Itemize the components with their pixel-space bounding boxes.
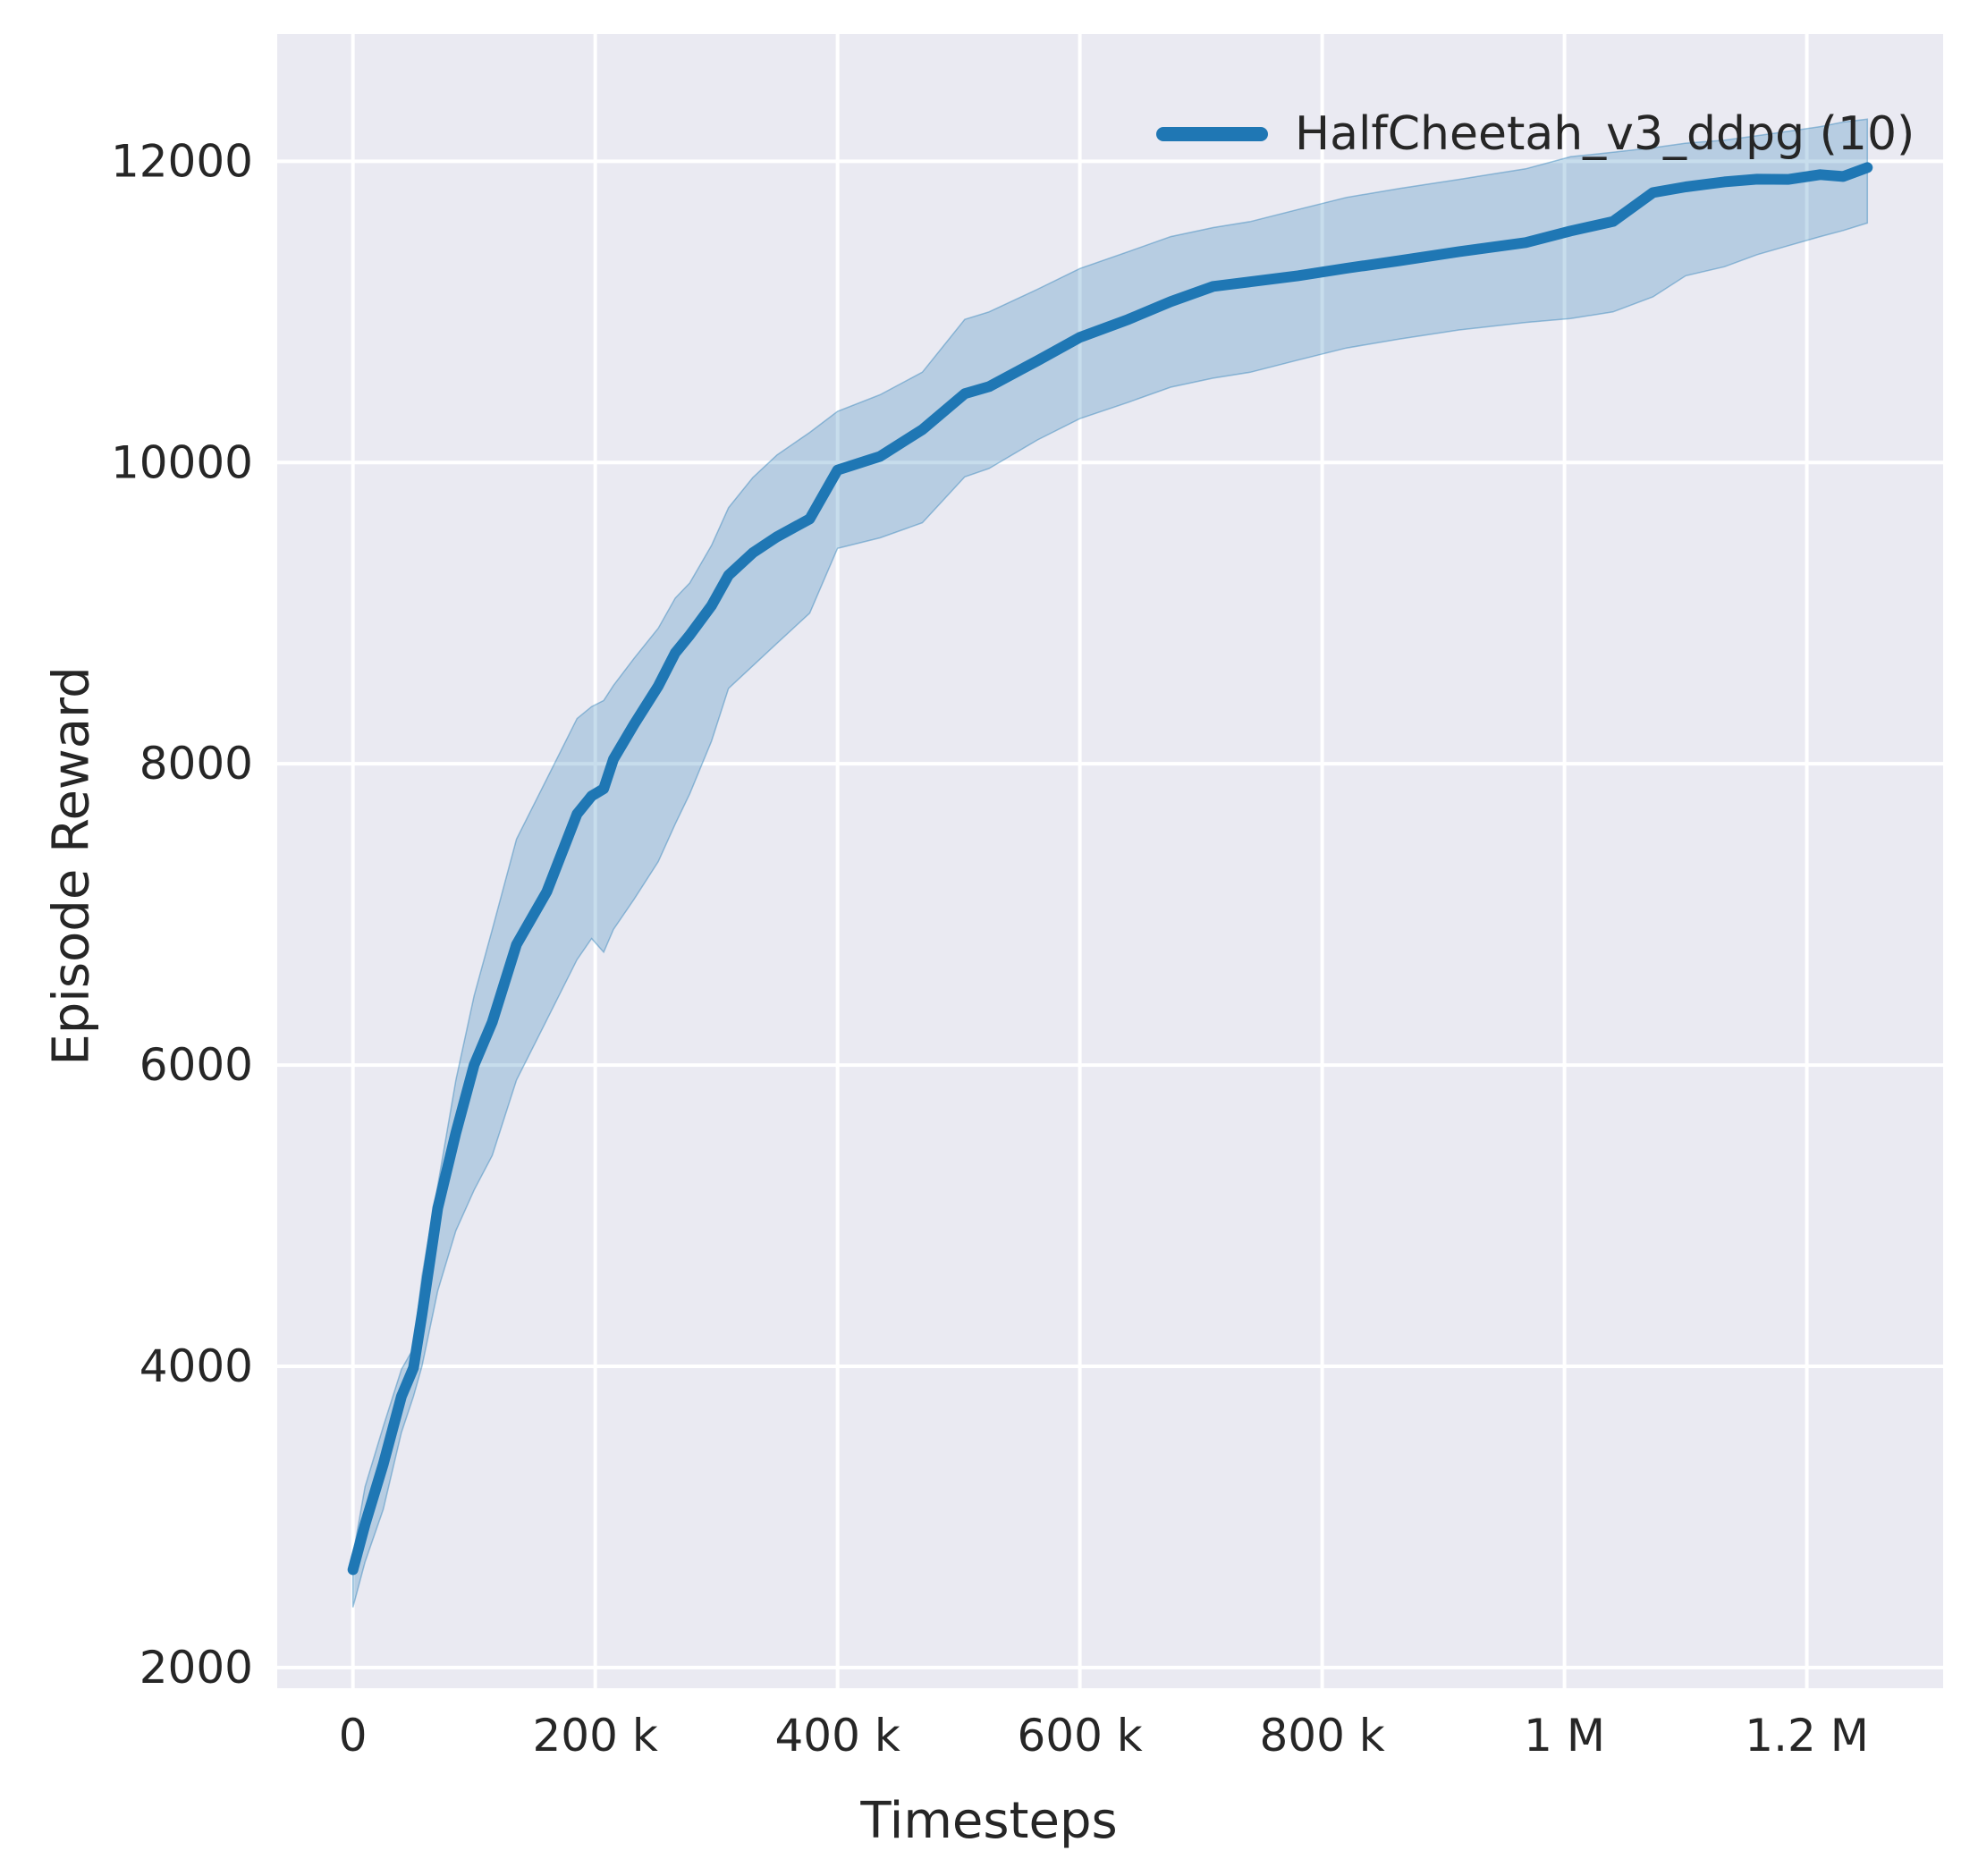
series-line xyxy=(347,162,1873,1576)
y-tick-label: 6000 xyxy=(139,1039,253,1091)
confidence-band xyxy=(351,118,1869,1608)
y-tick-label: 12000 xyxy=(111,135,253,187)
y-axis-label: Episode Reward xyxy=(42,666,101,1066)
x-tick-label: 200 k xyxy=(533,1710,658,1762)
x-tick-label: 800 k xyxy=(1259,1710,1384,1762)
x-tick-label: 0 xyxy=(339,1710,368,1762)
x-tick-label: 1.2 M xyxy=(1745,1710,1869,1762)
x-tick-label: 400 k xyxy=(774,1710,900,1762)
x-axis-label: Timesteps xyxy=(860,1792,1118,1850)
legend-label: HalfCheetah_v3_ddpg (10) xyxy=(1295,107,1915,161)
y-tick-label: 2000 xyxy=(139,1642,253,1694)
x-tick-label: 600 k xyxy=(1017,1710,1142,1762)
y-tick-label: 10000 xyxy=(111,436,253,488)
y-tick-label: 4000 xyxy=(139,1340,253,1392)
x-tick-label: 1 M xyxy=(1524,1710,1605,1762)
legend: HalfCheetah_v3_ddpg (10) xyxy=(1156,106,1915,163)
y-tick-label: 8000 xyxy=(139,738,253,790)
legend-line-icon xyxy=(1156,127,1268,141)
